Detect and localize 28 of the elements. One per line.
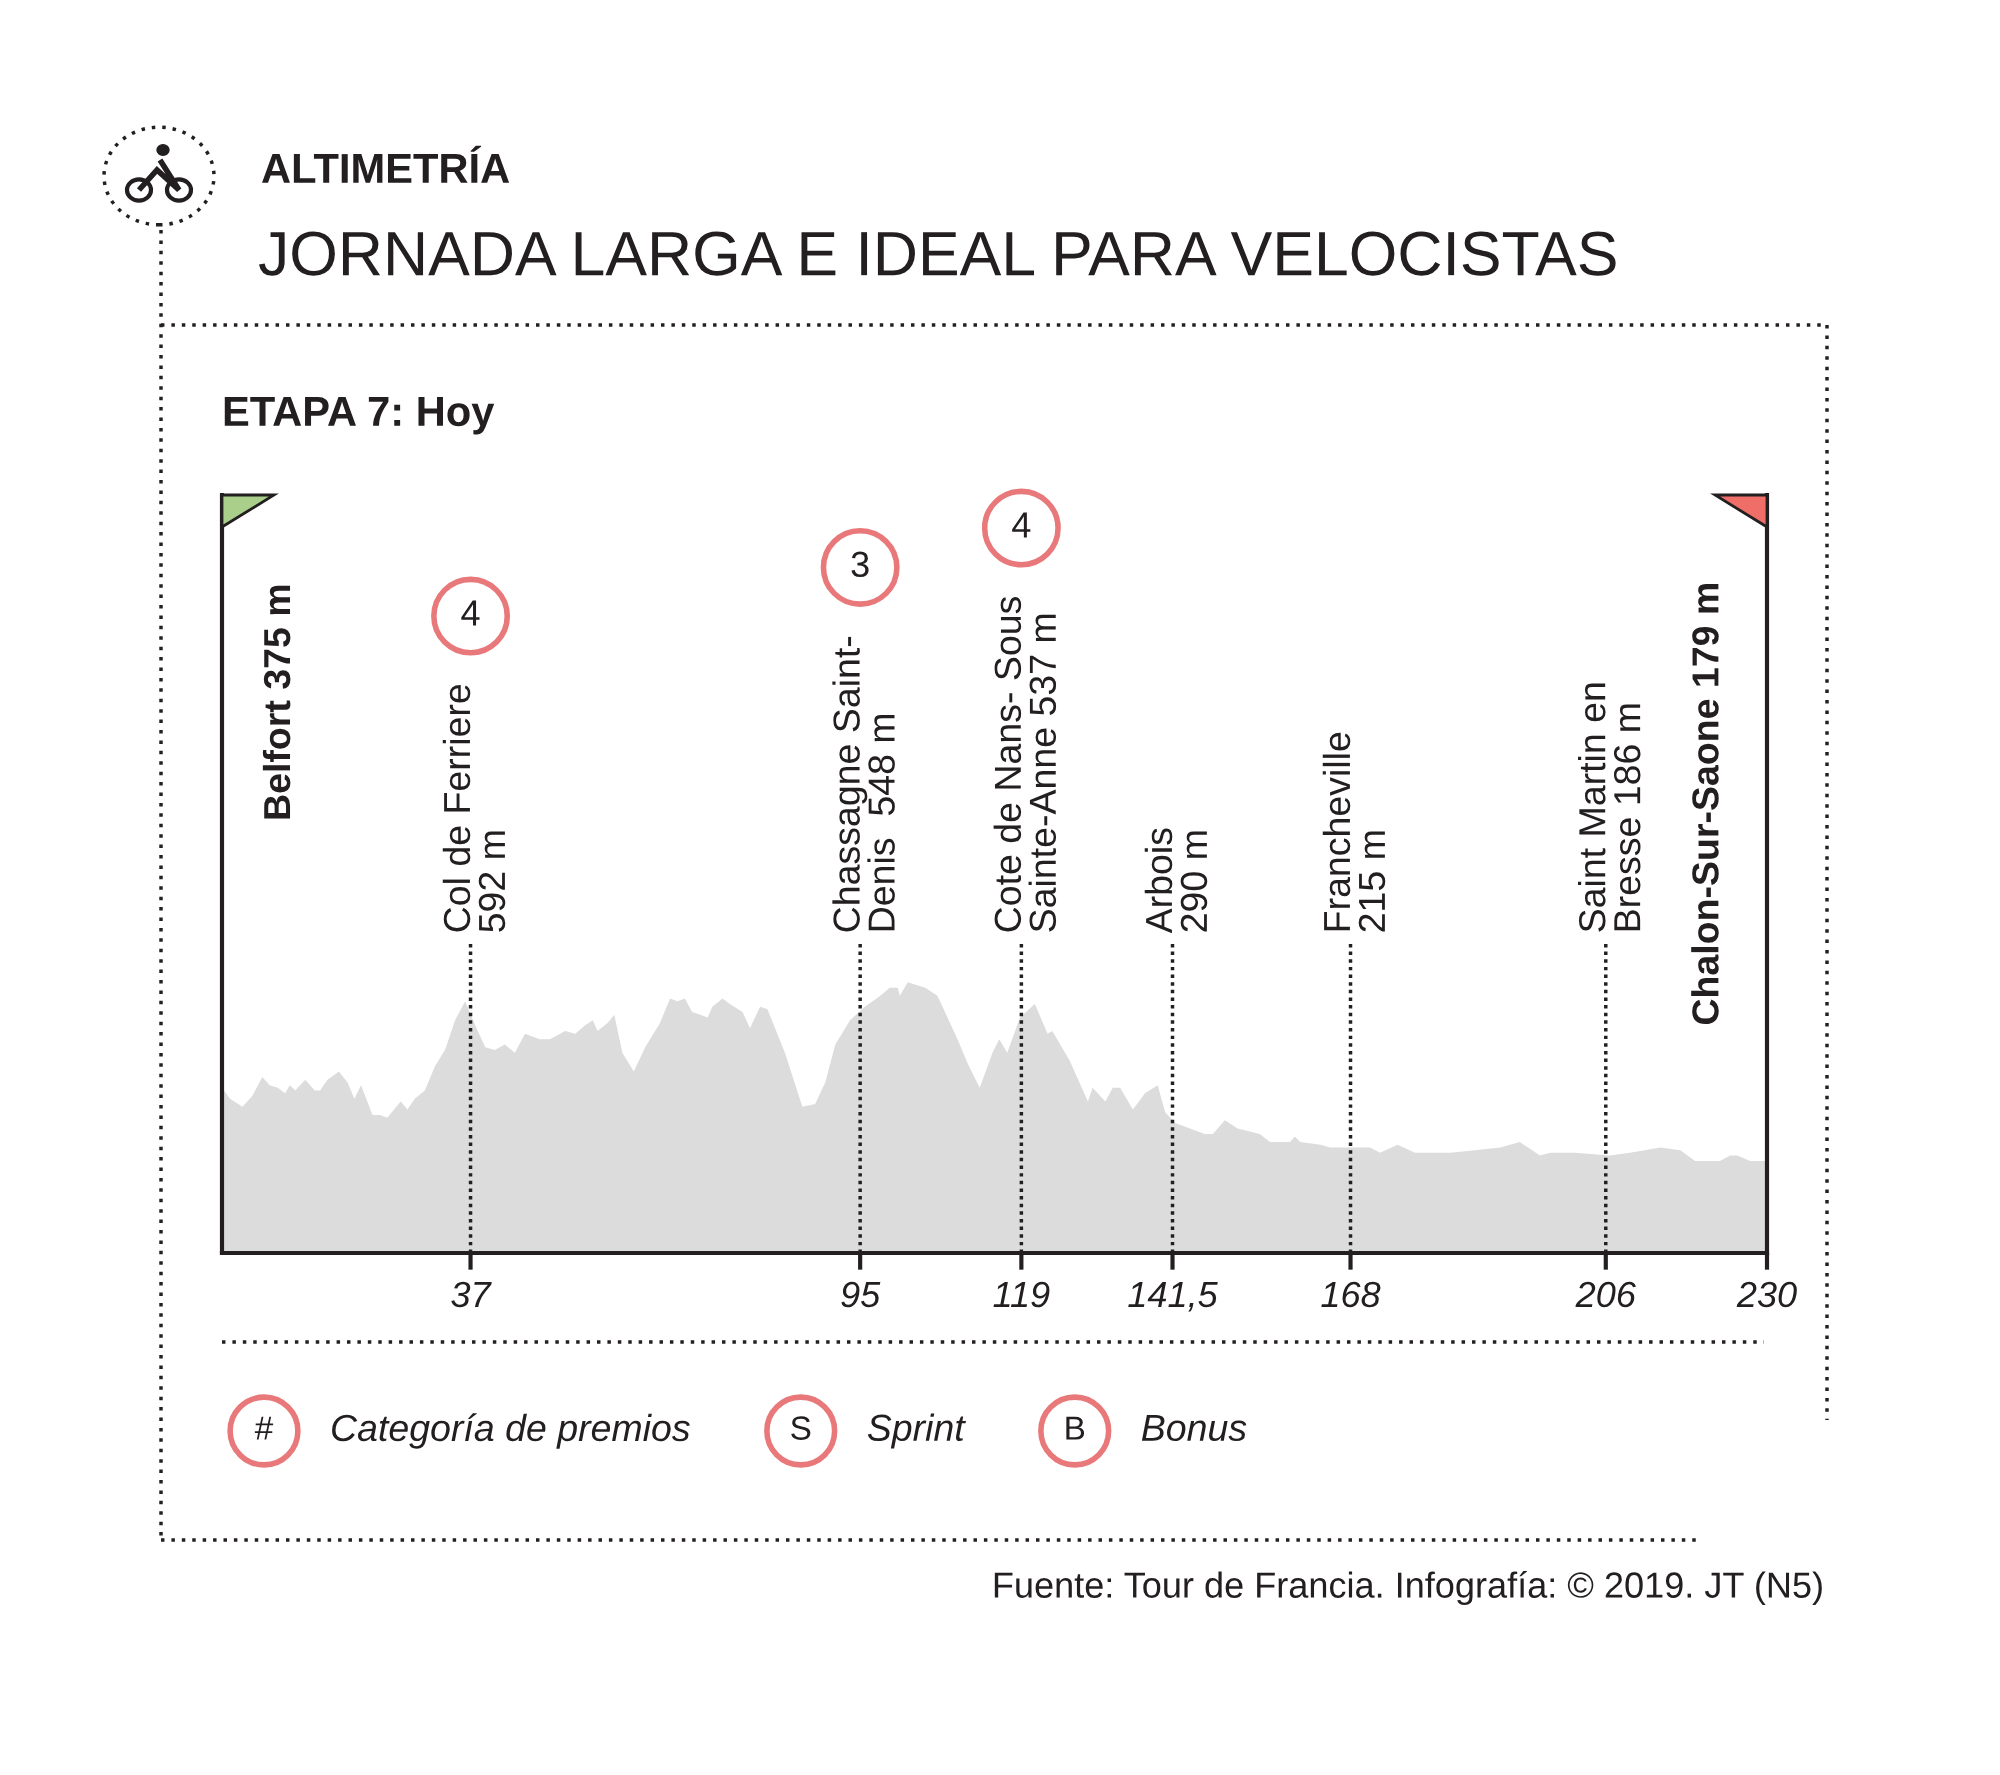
text: Bonus [1141,1414,1247,1442]
text: S [791,1416,811,1440]
annotation: Chalon-Sur-Saone 179 m [1691,584,1719,1025]
ref-line-label: Francheville 215 m [1322,732,1386,932]
ref-line-label: Cote de Nans- Sous Sainte-Anne 537 m [993,597,1057,932]
x-tick-label: 119 [993,1281,1050,1308]
text: Sprint [867,1413,967,1449]
text: Categoría de premios [332,1413,690,1449]
ref-line-label: Arbois 290 m [1144,828,1208,934]
text: # [254,1416,274,1440]
ref-line-label: Saint Martin en Bresse 186 m [1578,683,1641,932]
text: B [1066,1416,1085,1440]
text: Belfort 375 m [262,585,291,819]
x-tick-label: 141,5 [1128,1282,1218,1312]
x-tick-label: 95 [841,1281,881,1308]
x-tick-label: 37 [451,1281,492,1308]
x-tick-label: 230 [1736,1281,1797,1308]
x-tick-label: 206 [1575,1281,1636,1308]
ref-line-label: Col de Ferriere 592 m [442,684,506,932]
text: 3 [851,551,869,578]
chart-subtitle: JORNADA LARGA E IDEAL PARA VELOCISTAS [258,231,1616,276]
source-note: Fuente: Tour de Francia. Infografía: © 2019. JT (N5) [994,1570,1822,1606]
text: 4 [1012,512,1031,538]
ref-line-label: Chassagne Saint- Denis 548 m [832,636,895,932]
text: 4 [461,600,480,626]
chart-title: ALTIMETRÍA [262,145,510,183]
text: ETAPA 7: Hoy [224,397,495,435]
x-tick-label: 168 [1321,1281,1381,1308]
